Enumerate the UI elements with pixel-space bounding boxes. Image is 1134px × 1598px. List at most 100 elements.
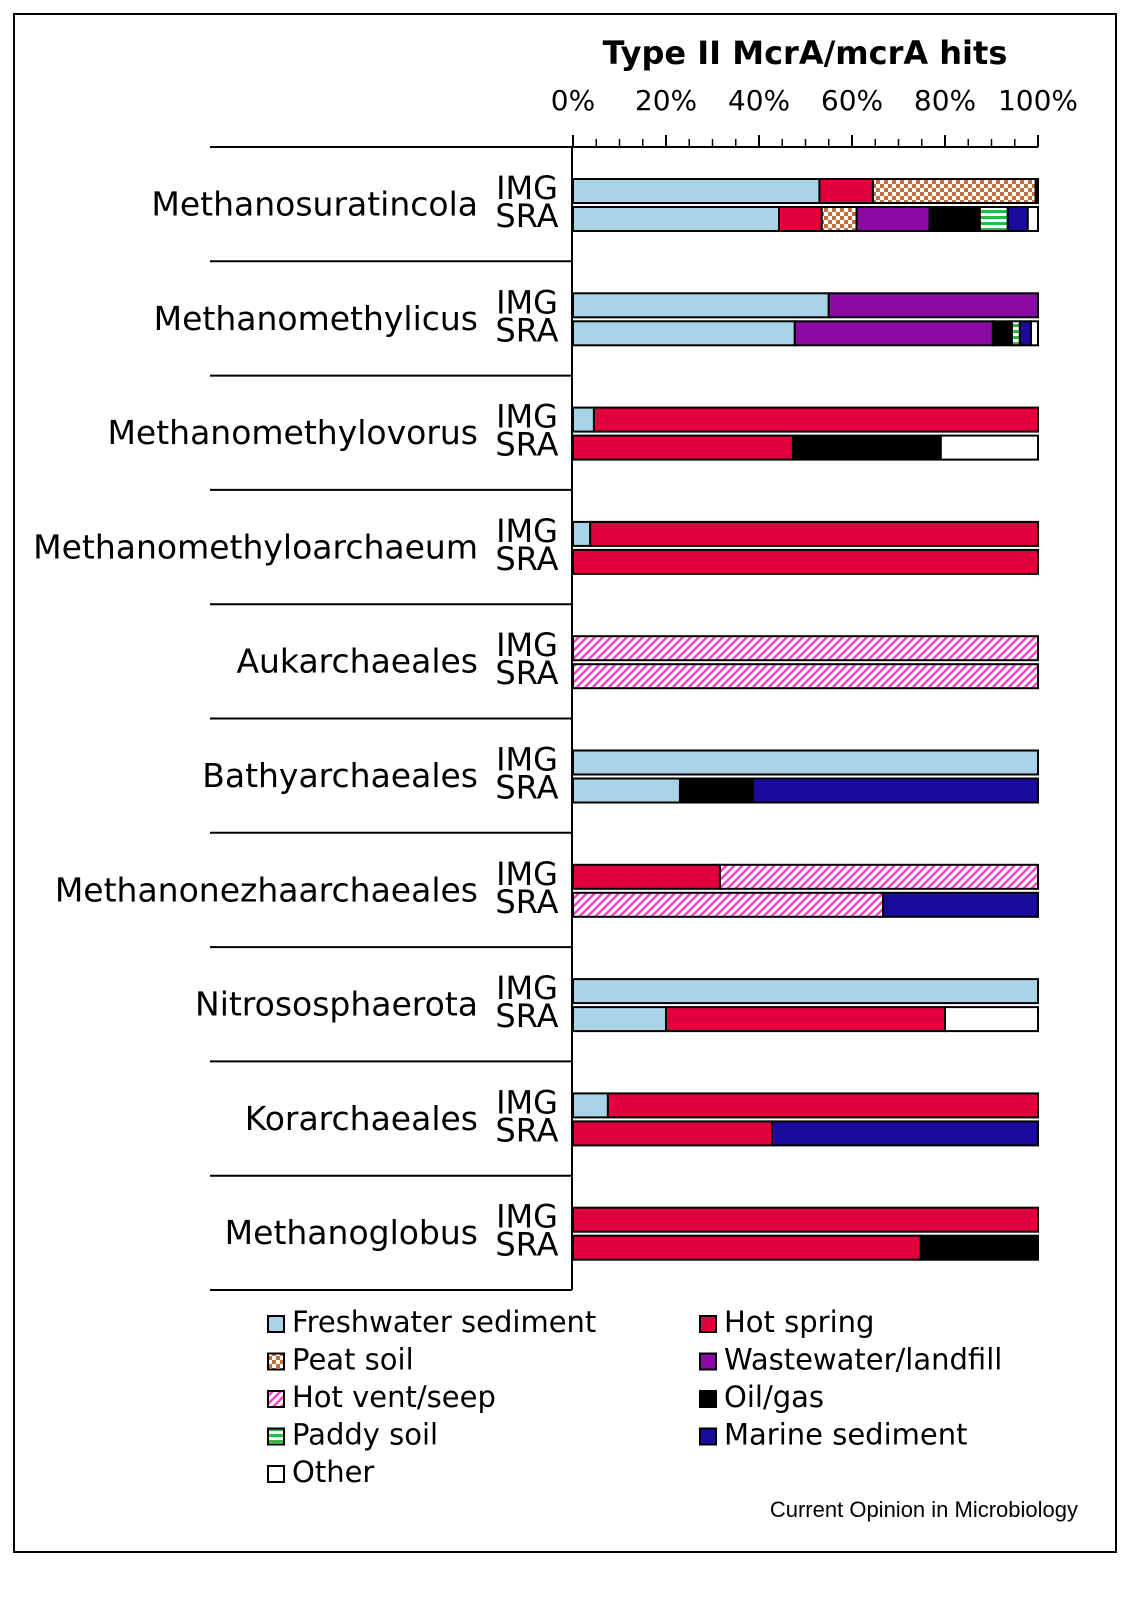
bar-segment <box>572 635 1039 662</box>
bar-label: SRA <box>495 1226 558 1264</box>
x-tick-label: 0% <box>551 84 595 117</box>
bar-segment <box>855 206 931 232</box>
bar-label: IMG <box>496 512 558 550</box>
x-tick-label: 80% <box>914 84 976 117</box>
bar-segment <box>928 206 981 232</box>
group-label: Korarchaeales <box>245 1099 478 1138</box>
bar-segment <box>791 434 942 461</box>
group-label: Aukarchaeales <box>236 642 478 681</box>
bar-segment <box>572 434 794 461</box>
bar-segment <box>751 777 1040 804</box>
bar-label: SRA <box>495 540 558 578</box>
bar-segment <box>944 1006 1039 1033</box>
bar-segment <box>572 406 595 433</box>
bar-segment <box>771 1120 1040 1147</box>
bar-segment <box>939 434 1039 461</box>
bar-segment <box>1030 320 1040 347</box>
bar-segment <box>572 292 830 319</box>
group-label: Nitrososphaerota <box>195 985 478 1024</box>
group-label: Bathyarchaeales <box>202 756 478 795</box>
legend-swatch <box>267 1352 285 1371</box>
bar-label: IMG <box>496 855 558 893</box>
x-tick-label: 40% <box>728 84 790 117</box>
legend-label: Wastewater/landfill <box>724 1343 1002 1377</box>
legend-label: Oil/gas <box>724 1380 824 1414</box>
bar-segment <box>1006 206 1029 232</box>
bar-segment <box>871 178 1037 204</box>
x-tick-label: 100% <box>998 84 1078 117</box>
bar-segment <box>589 520 1040 547</box>
bar-label: IMG <box>496 169 558 207</box>
bar-label: SRA <box>495 997 558 1035</box>
x-tick-label: 60% <box>821 84 883 117</box>
bar-label: IMG <box>496 398 558 436</box>
bar-segment <box>665 1006 946 1033</box>
legend-label: Hot spring <box>724 1305 874 1339</box>
bar-segment <box>991 320 1013 347</box>
bar-label: IMG <box>496 1198 558 1236</box>
legend-label: Freshwater sediment <box>292 1305 596 1339</box>
bar-label: IMG <box>496 969 558 1007</box>
bar-segment <box>572 663 1039 690</box>
group-label: Methanoglobus <box>225 1213 478 1252</box>
bar-segment <box>572 978 1039 1005</box>
bar-segment <box>572 178 821 204</box>
bar-segment <box>793 320 994 347</box>
legend-swatch <box>267 1390 285 1408</box>
bar-segment <box>572 1206 1039 1233</box>
bar-segment <box>820 206 858 232</box>
bar-segment <box>606 1092 1039 1119</box>
legend-swatch <box>699 1390 717 1408</box>
bar-segment <box>572 777 681 804</box>
bar-label: IMG <box>496 741 558 779</box>
bar-segment <box>572 1092 609 1119</box>
bar-label: SRA <box>495 769 558 807</box>
chart-title: Type II McrA/mcrA hits <box>603 34 1008 72</box>
legend-swatch <box>267 1465 285 1483</box>
bar-segment <box>572 548 1039 575</box>
bar-label: SRA <box>495 883 558 921</box>
bar-segment <box>678 777 754 804</box>
bar-segment <box>572 749 1039 776</box>
bar-segment <box>827 292 1039 319</box>
legend-label: Peat soil <box>292 1343 414 1377</box>
bar-label: SRA <box>495 654 558 692</box>
legend-label: Hot vent/seep <box>292 1380 496 1414</box>
legend-label: Marine sediment <box>724 1418 967 1452</box>
legend-swatch <box>699 1315 717 1333</box>
bar-segment <box>1026 206 1040 232</box>
bar-segment <box>718 863 1039 890</box>
bar-segment <box>572 320 796 347</box>
group-label: Methanonezhaarchaeales <box>55 870 478 909</box>
bar-label: SRA <box>495 311 558 349</box>
bar-segment <box>572 1120 774 1147</box>
bar-segment <box>592 406 1039 433</box>
legend-swatch <box>267 1427 285 1446</box>
bar-segment <box>1018 320 1033 347</box>
bar-segment <box>882 891 1040 918</box>
bar-segment <box>572 863 721 890</box>
bar-label: IMG <box>496 626 558 664</box>
legend-swatch <box>699 1352 717 1371</box>
legend-label: Paddy soil <box>292 1418 438 1452</box>
bar-label: IMG <box>496 1083 558 1121</box>
bar-segment <box>1010 320 1021 347</box>
bar-label: SRA <box>495 197 558 235</box>
x-tick-label: 20% <box>635 84 697 117</box>
legend-label: Other <box>292 1455 374 1489</box>
bar-segment <box>572 206 780 232</box>
bar-label: IMG <box>496 283 558 321</box>
bar-segment <box>818 178 874 204</box>
frame <box>13 13 1117 1553</box>
bar-segment <box>978 206 1009 232</box>
bar-segment <box>572 1006 667 1033</box>
bar-segment <box>572 1234 922 1261</box>
bar-label: SRA <box>495 426 558 464</box>
bar-segment <box>572 891 885 918</box>
legend-swatch <box>699 1427 717 1446</box>
bar-label: SRA <box>495 1111 558 1149</box>
group-label: Methanomethylovorus <box>107 413 478 452</box>
legend-swatch <box>267 1315 285 1333</box>
group-label: Methanomethylicus <box>154 299 478 338</box>
